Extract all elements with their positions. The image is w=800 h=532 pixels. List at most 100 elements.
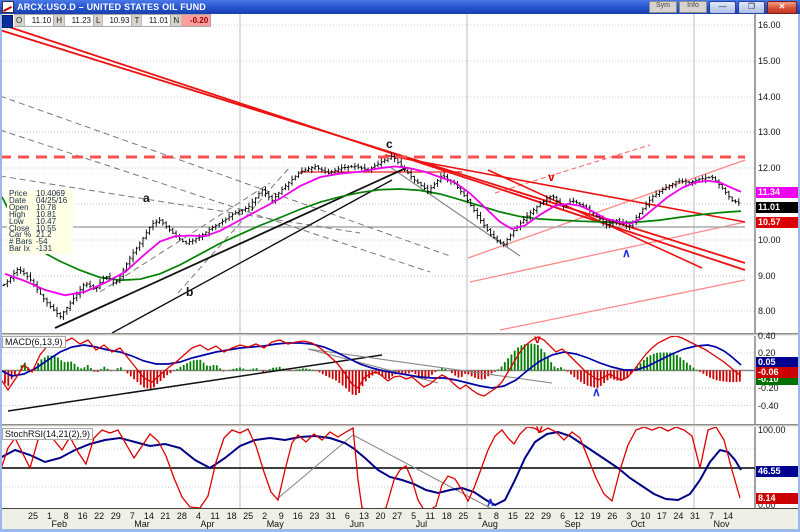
databox-row: High 10.81 bbox=[9, 209, 57, 219]
macd-title: MACD(6,13,9) bbox=[2, 336, 66, 348]
date-tick: 7 bbox=[129, 511, 135, 521]
databox-row: Date 04/25/16 bbox=[9, 195, 68, 205]
date-tick: 22 bbox=[524, 511, 535, 521]
month-label: May bbox=[266, 519, 284, 529]
quote-bar: O 11.10 H 11.23 L 10.93 T 11.01 N -0.20 bbox=[1, 14, 212, 28]
stochrsi-title: StochRSI(14,21(2),9) bbox=[2, 428, 94, 440]
quote-cell-O: O 11.10 bbox=[14, 14, 55, 27]
date-tick: 14 bbox=[723, 511, 734, 521]
macd-annotation-∧: ∧ bbox=[592, 385, 601, 399]
databox-row: Open 10.78 bbox=[9, 202, 57, 212]
main-axis-label: 14.00 bbox=[758, 92, 781, 102]
date-tick: 25 bbox=[27, 511, 38, 521]
date-tick: 31 bbox=[689, 511, 700, 521]
stoch-value-tag: 46.55 bbox=[756, 466, 799, 477]
date-tick: 18 bbox=[226, 511, 237, 521]
main-axis-label: 10.00 bbox=[758, 235, 781, 245]
quote-cell-T: T 11.01 bbox=[132, 14, 172, 27]
databox-row: Price 10.4069 bbox=[9, 189, 65, 198]
month-label: Jul bbox=[415, 519, 428, 529]
databox-row: # Bars -54 bbox=[9, 237, 48, 247]
date-axis: 25 1 Feb 8 16 22 29 7 Mar 14 21 28 4 Apr 11 18 25 2 May 9 16… bbox=[0, 508, 800, 530]
date-tick: 21 bbox=[160, 511, 171, 521]
main-annotation-c: c bbox=[386, 137, 393, 151]
databox-row: Car % 21.2 bbox=[9, 230, 52, 240]
window-frame-bottom bbox=[0, 529, 800, 532]
month-label: Mar bbox=[134, 519, 150, 529]
month-label: Apr bbox=[200, 519, 215, 529]
date-tick: 11 bbox=[425, 511, 435, 521]
sym-button[interactable]: Sym bbox=[649, 1, 677, 13]
macd-value-tag: -0.10 bbox=[756, 374, 799, 385]
main-axis-label: 9.00 bbox=[758, 271, 776, 281]
date-tick: 24 bbox=[673, 511, 684, 521]
databox-row: Close 10.55 bbox=[9, 223, 57, 233]
window-frame-left bbox=[0, 14, 2, 532]
date-tick: 6 bbox=[560, 511, 566, 521]
macd-annotation-v: v bbox=[534, 332, 541, 346]
date-tick: 22 bbox=[94, 511, 105, 521]
date-tick: 5 bbox=[411, 511, 417, 521]
quote-color-swatch bbox=[2, 15, 13, 28]
month-label: Jun bbox=[349, 519, 364, 529]
date-tick: 7 bbox=[709, 511, 715, 521]
date-tick: 23 bbox=[309, 511, 320, 521]
main-axis-label: 12.00 bbox=[758, 163, 781, 173]
app-icon bbox=[2, 1, 14, 13]
panel-separator-stoch[interactable] bbox=[0, 424, 800, 427]
month-label: Oct bbox=[630, 519, 645, 529]
quote-value: 11.10 bbox=[25, 15, 54, 26]
macd-axis-label: -0.20 bbox=[758, 383, 779, 393]
stoch-annotation-v: v bbox=[536, 422, 543, 436]
month-label: Sep bbox=[564, 519, 581, 529]
date-tick: 11 bbox=[210, 511, 220, 521]
month-label: Feb bbox=[51, 519, 68, 529]
info-button[interactable]: Info bbox=[679, 1, 707, 13]
quote-value: 10.93 bbox=[103, 15, 132, 26]
restore-button[interactable]: ❐ bbox=[738, 0, 765, 14]
date-tick: 29 bbox=[110, 511, 121, 521]
date-tick: 15 bbox=[507, 511, 518, 521]
window-title: ARCX:USO.D – UNITED STATES OIL FUND bbox=[17, 2, 207, 12]
date-tick: 9 bbox=[278, 511, 284, 521]
quote-cell-N: N -0.20 bbox=[171, 14, 212, 27]
date-tick: 6 bbox=[344, 511, 350, 521]
close-button[interactable]: ✕ bbox=[767, 0, 797, 14]
main-value-tag: 10.57 bbox=[756, 217, 799, 228]
date-tick: 12 bbox=[574, 511, 585, 521]
macd-axis-label: -0.40 bbox=[758, 401, 779, 411]
date-tick: 27 bbox=[392, 511, 403, 521]
date-tick: 16 bbox=[77, 511, 88, 521]
stoch-annotation-∧: ∧ bbox=[486, 495, 495, 509]
main-annotation-a: a bbox=[143, 191, 150, 205]
main-value-tag: 11.34 bbox=[756, 187, 799, 198]
panel-separator-macd[interactable] bbox=[0, 333, 800, 336]
date-tick: 19 bbox=[590, 511, 601, 521]
date-tick: 8 bbox=[493, 511, 499, 521]
stoch-value-tag: 8.14 bbox=[756, 493, 799, 504]
quote-cell-L: L 10.93 bbox=[94, 14, 133, 27]
main-axis-label: 13.00 bbox=[758, 127, 781, 137]
stoch-axis-label: 0.00 bbox=[758, 500, 776, 510]
main-annotation-v: v bbox=[548, 170, 555, 184]
macd-axis-label: 0.40 bbox=[758, 331, 776, 341]
main-axis-label: 8.00 bbox=[758, 306, 776, 316]
main-axis-label: 15.00 bbox=[758, 56, 781, 66]
databox: Price 10.4069 Date 04/25/16 Open 10.78 High 10.… bbox=[7, 189, 73, 255]
macd-value-tag: -0.06 bbox=[756, 367, 799, 378]
quote-value: 11.01 bbox=[142, 15, 171, 26]
quote-cell-H: H 11.23 bbox=[54, 14, 95, 27]
quote-value: 11.23 bbox=[65, 15, 94, 26]
main-annotation-b: b bbox=[186, 285, 194, 299]
title-bar[interactable]: ARCX:USO.D – UNITED STATES OIL FUND Sym … bbox=[0, 0, 800, 14]
date-tick: 4 bbox=[195, 511, 201, 521]
databox-row: Bar Ix -131 bbox=[9, 244, 53, 254]
databox-row: Low 10.47 bbox=[9, 216, 57, 226]
date-tick: 13 bbox=[358, 511, 369, 521]
date-tick: 20 bbox=[375, 511, 386, 521]
date-tick: 16 bbox=[292, 511, 303, 521]
stoch-axis-label: 100.00 bbox=[758, 425, 786, 435]
main-value-tag: 11.01 bbox=[756, 202, 799, 213]
minimize-button[interactable]: — bbox=[709, 0, 736, 14]
